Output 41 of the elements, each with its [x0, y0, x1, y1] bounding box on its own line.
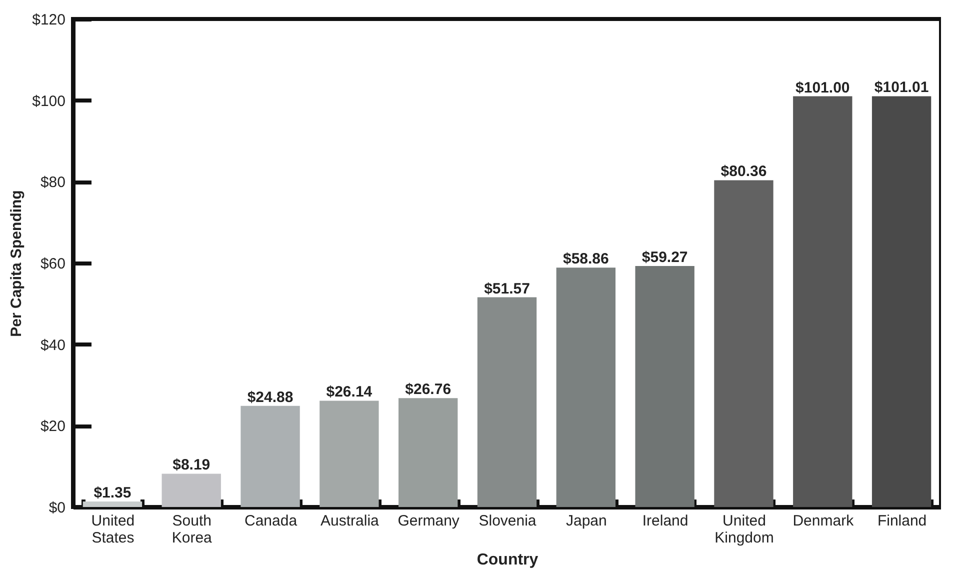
x-tick-label: United Kingdom: [714, 512, 774, 546]
x-tick-label: Australia: [320, 512, 380, 530]
bar: [240, 406, 300, 507]
x-tick-label: Japan: [566, 512, 607, 530]
y-tick-label: $60: [40, 256, 66, 272]
bar: [398, 398, 458, 507]
y-tick-label: $40: [40, 336, 66, 354]
y-tick-label: $120: [32, 12, 66, 28]
y-axis-title: Per Capita Spending: [8, 190, 26, 337]
bar: [635, 266, 694, 507]
data-label: $26.76: [405, 381, 452, 398]
y-tick-label: $20: [40, 418, 66, 436]
data-label: $8.19: [172, 456, 210, 474]
y-tick-label: $0: [48, 500, 66, 516]
data-label: $101.01: [874, 79, 929, 96]
data-label: $26.14: [326, 384, 373, 401]
y-tick-label: $80: [40, 174, 66, 192]
data-label: $58.86: [562, 250, 609, 268]
data-label: $1.35: [94, 484, 132, 502]
x-tick-label: United States: [91, 512, 135, 546]
x-axis-title: Country: [476, 552, 538, 568]
bar: [872, 96, 932, 507]
x-tick-label: Denmark: [792, 512, 854, 530]
x-tick-label: Finland: [877, 512, 927, 530]
x-tick-label: Germany: [398, 512, 460, 530]
y-tick-label: $100: [32, 92, 66, 110]
data-label: $80.36: [720, 163, 767, 180]
bar: [714, 180, 774, 507]
data-label: $59.27: [642, 248, 688, 266]
bar: [793, 96, 852, 507]
bar: [556, 268, 616, 507]
data-label: $51.57: [484, 280, 530, 298]
x-tick-label: Slovenia: [478, 512, 537, 530]
bar: [162, 474, 221, 507]
data-label: $24.88: [247, 388, 294, 406]
x-tick-label: Canada: [244, 512, 298, 530]
x-tick-label: South Korea: [172, 512, 213, 546]
bar: [320, 400, 379, 507]
data-label: $101.00: [796, 79, 850, 96]
x-tick-label: Ireland: [642, 512, 688, 530]
bar: [477, 297, 537, 507]
